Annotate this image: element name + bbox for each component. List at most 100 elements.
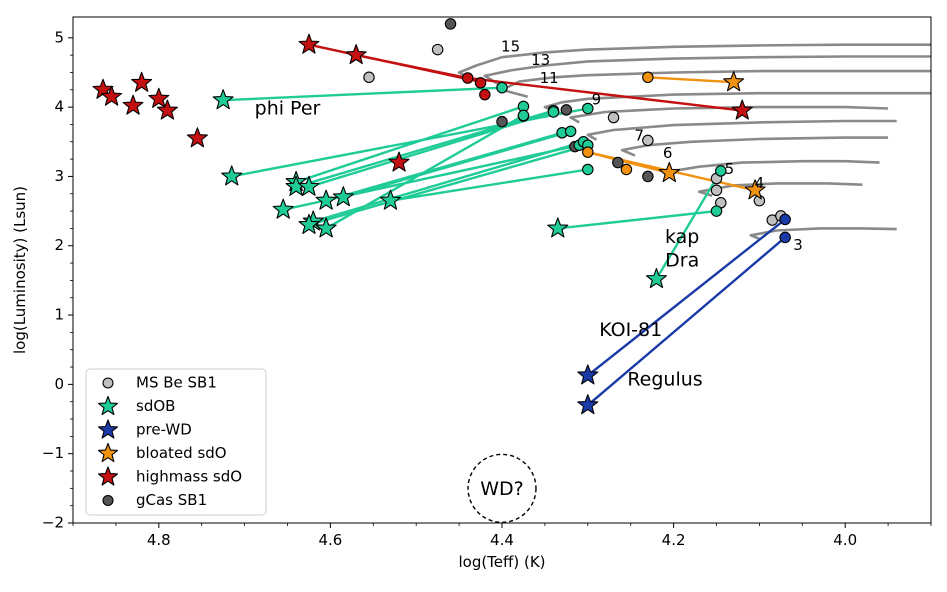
sdob-star-7: [272, 198, 294, 219]
ms-be-circle-0: [431, 43, 444, 56]
track-mass-label-11: 11: [540, 69, 559, 87]
legend-label-ms-be-sb1: MS Be SB1: [136, 374, 217, 392]
ms-be-circle-2: [607, 111, 620, 124]
annotation-kap: kap: [665, 226, 699, 248]
bloated-sdo-circle-0: [642, 71, 654, 84]
legend-label-pre-wd: pre-WD: [136, 421, 192, 439]
highmass-sdo-star-5: [156, 99, 178, 120]
legend-label-highmass-sdo: highmass sdO: [136, 468, 242, 486]
evolutionary-track-5: [663, 159, 880, 178]
connector-line-15: [587, 236, 786, 407]
annotation-regulus: Regulus: [627, 369, 702, 391]
legend-marker-0: [102, 377, 114, 389]
highmass-sdo-star-1: [101, 85, 123, 106]
bloated-sdo-circle-1: [582, 146, 594, 158]
legend-label-gcas-sb1: gCas SB1: [136, 491, 207, 509]
evolutionary-track-6: [620, 136, 889, 157]
sdob-circle-9: [517, 109, 530, 122]
connector-line-16: [647, 76, 734, 84]
data-markers: [92, 18, 791, 415]
ms-be-circle-3: [642, 134, 654, 147]
y-tick-label-4: 2: [54, 236, 64, 254]
connector-line-20: [355, 53, 468, 80]
connector-line-21: [467, 76, 743, 112]
sdob-star-5: [315, 189, 337, 210]
track-mass-label-13: 13: [531, 51, 550, 69]
gcas-circle-5: [612, 156, 624, 169]
sdob-circle-13: [715, 165, 727, 177]
sdob-star-1: [221, 165, 243, 186]
evolutionary-tracks: [457, 43, 931, 241]
y-tick-label-0: −2: [42, 514, 64, 532]
highmass-sdo-star-3: [122, 94, 144, 115]
y-tick-label-1: −1: [42, 444, 64, 462]
highmass-sdo-circle-1: [474, 77, 487, 89]
highmass-sdo-star-8: [345, 44, 367, 65]
annotation-phi-per: phi Per: [255, 98, 321, 120]
track-mass-label-6: 6: [663, 144, 673, 162]
highmass-sdo-star-10: [731, 99, 753, 120]
y-tick-label-5: 3: [54, 167, 64, 185]
legend-marker-4: [97, 466, 119, 486]
legend: MS Be SB1 sdOB pre-WD bloated sdO highmass s…: [85, 368, 267, 516]
y-tick-label-3: 1: [54, 306, 64, 324]
highmass-sdo-star-9: [388, 151, 410, 172]
sdob-star-9: [315, 217, 337, 238]
gcas-circle-0: [444, 18, 457, 30]
gcas-circle-6: [642, 170, 654, 183]
pre-wd-circle-0: [779, 213, 791, 226]
evolutionary-track-3: [749, 227, 897, 241]
connector-line-13: [655, 170, 722, 280]
sdob-circle-1: [582, 102, 594, 115]
annotation-wd: WD?: [480, 478, 524, 500]
evolutionary-track-4: [698, 182, 863, 198]
connector-line-14: [587, 218, 786, 377]
connector-line-0: [223, 86, 503, 102]
track-mass-label-5: 5: [725, 160, 735, 178]
pre-wd-star-0: [577, 364, 599, 385]
pre-wd-star-1: [577, 394, 599, 415]
sdob-star-10: [298, 213, 320, 234]
sdob-circle-0: [496, 81, 508, 94]
legend-label-sdob: sdOB: [136, 397, 175, 415]
connector-line-10: [390, 168, 588, 202]
x-tick-label-4: 4.0: [833, 531, 857, 549]
highmass-sdo-circle-2: [479, 88, 491, 101]
evolutionary-track-15: [457, 43, 931, 79]
highmass-sdo-circle-0: [461, 72, 474, 84]
evolutionary-track-8: [569, 105, 889, 124]
annotation-dra: Dra: [665, 249, 699, 271]
legend-marker-3: [97, 442, 119, 463]
legend-label-bloated-sdo: bloated sdO: [136, 444, 227, 462]
ms-be-circle-5: [710, 184, 723, 197]
gcas-circle-3: [560, 104, 573, 116]
connector-lines: [223, 43, 786, 407]
track-mass-label-4: 4: [755, 174, 765, 192]
connector-line-11: [308, 144, 589, 227]
bloated-sdo-circle-2: [620, 163, 633, 176]
evolutionary-track-13: [483, 55, 931, 88]
x-tick-label-1: 4.6: [318, 531, 342, 549]
y-tick-label-2: 0: [54, 375, 64, 393]
connector-line-8: [312, 140, 584, 223]
bloated-sdo-star-2: [744, 179, 766, 200]
legend-marker-2: [97, 419, 119, 439]
evolutionary-track-7: [586, 119, 897, 141]
ms-be-circle-1: [363, 71, 375, 84]
track-mass-label-15: 15: [501, 37, 520, 55]
track-mass-label-7: 7: [635, 127, 645, 145]
axes: 4.8 4.6 4.4 4.2 4.0 −2 −1 0 1 2 3 4 5 log(Teff) (K) lo…: [11, 28, 932, 571]
track-mass-label-9: 9: [592, 91, 602, 109]
y-axis-label: log(Luminosity) (Lsun): [11, 186, 29, 354]
highmass-sdo-star-6: [186, 127, 208, 148]
x-axis-label: log(Teff) (K): [458, 553, 545, 571]
annotation-koi-81: KOI-81: [599, 319, 662, 341]
highmass-sdo-star-7: [298, 33, 320, 54]
bloated-sdo-star-0: [723, 71, 745, 92]
x-tick-label-0: 4.8: [147, 531, 171, 549]
sdob-circle-10: [582, 163, 594, 176]
connector-line-6: [342, 130, 571, 199]
sdob-star-6: [332, 186, 354, 207]
